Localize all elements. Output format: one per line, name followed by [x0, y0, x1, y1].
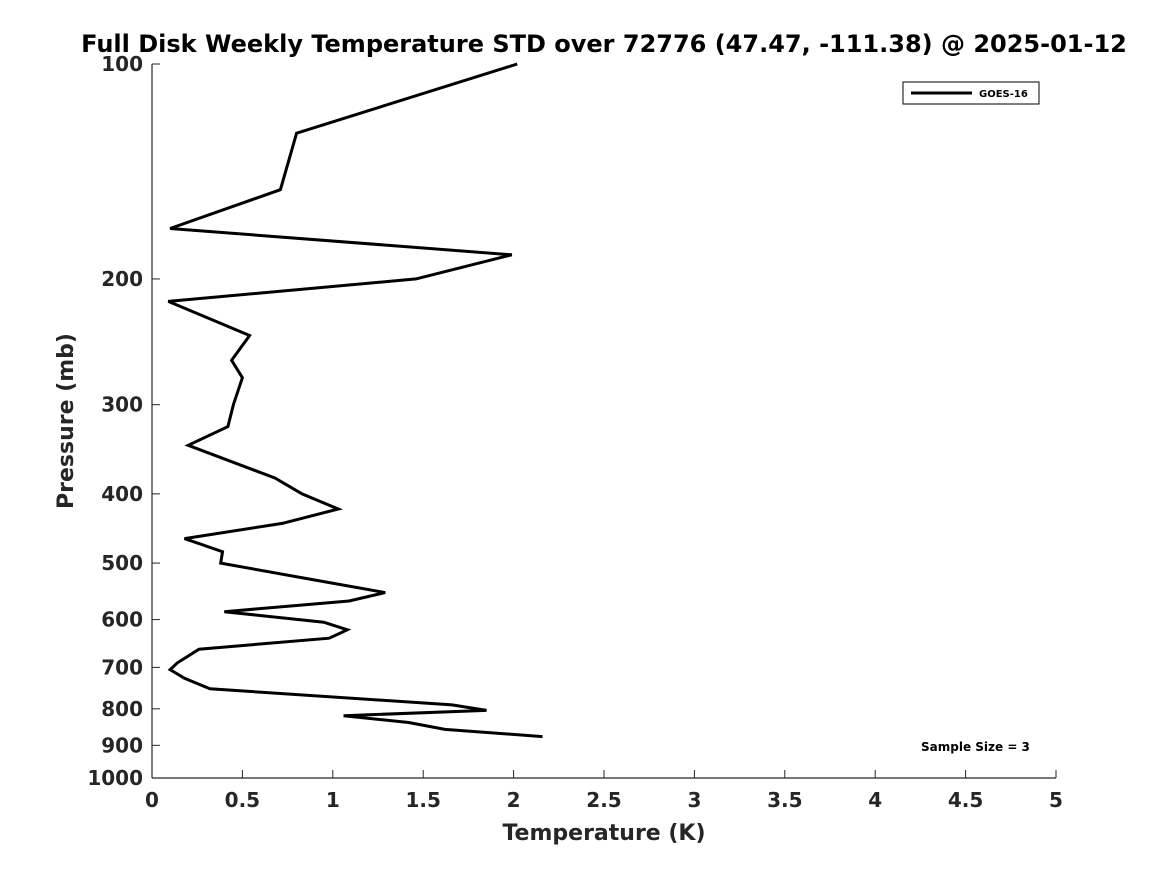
chart-title: Full Disk Weekly Temperature STD over 72…	[81, 30, 1127, 58]
y-tick-label: 1000	[87, 766, 143, 790]
x-tick-label: 5	[1049, 788, 1063, 812]
y-axis-label: Pressure (mb)	[54, 333, 79, 509]
y-tick-label: 600	[101, 608, 143, 632]
x-tick-label: 2.5	[586, 788, 621, 812]
x-tick-label: 1	[326, 788, 340, 812]
x-tick-label: 4.5	[948, 788, 983, 812]
x-tick-label: 3	[687, 788, 701, 812]
x-axis-ticks: 0 0.5 1 1.5 2 2.5 3 3.5 4 4.5 5	[145, 770, 1063, 812]
y-tick-label: 100	[101, 52, 143, 76]
y-axis-ticks: 100 200 300 400 500 600 700 800 900 1000	[87, 52, 160, 790]
x-tick-label: 0.5	[225, 788, 260, 812]
axes	[151, 64, 1056, 779]
x-tick-label: 2	[507, 788, 521, 812]
y-tick-label: 800	[101, 697, 143, 721]
sample-size-annotation: Sample Size = 3	[921, 740, 1030, 754]
x-tick-label: 4	[868, 788, 882, 812]
x-tick-label: 3.5	[767, 788, 802, 812]
y-tick-label: 700	[101, 655, 143, 679]
x-axis-label: Temperature (K)	[502, 821, 705, 846]
x-tick-label: 1.5	[405, 788, 440, 812]
y-tick-label: 300	[101, 393, 143, 417]
y-tick-label: 200	[101, 267, 143, 291]
y-tick-label: 900	[101, 733, 143, 757]
y-tick-label: 400	[101, 482, 143, 506]
legend: GOES-16	[902, 81, 1040, 105]
series-layer	[167, 62, 543, 739]
x-tick-label: 0	[145, 788, 159, 812]
series-line-goes-16	[167, 62, 543, 739]
y-tick-label: 500	[101, 551, 143, 575]
legend-entry: GOES-16	[979, 89, 1028, 100]
